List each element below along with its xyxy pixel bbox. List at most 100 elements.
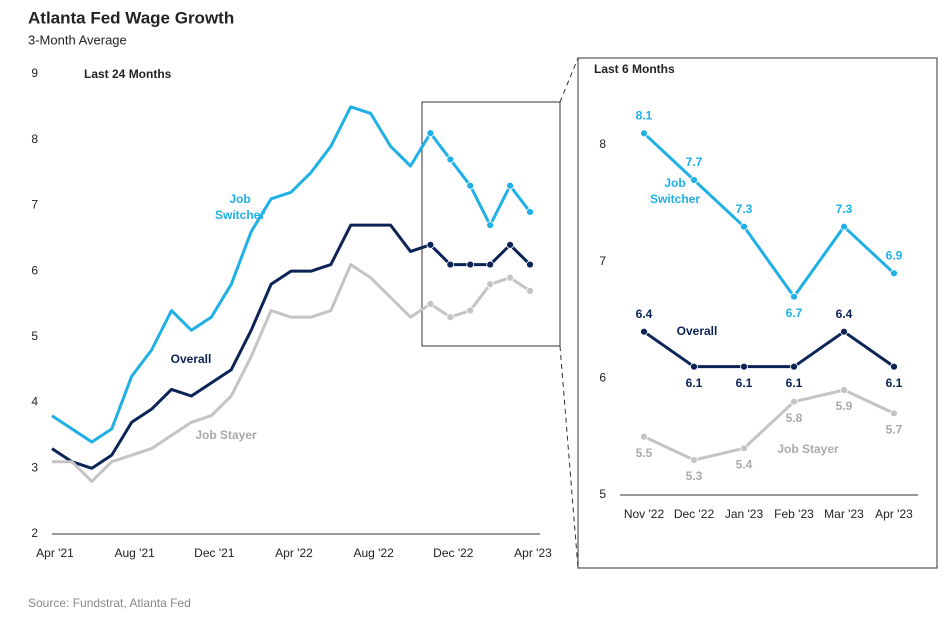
data-label: 6.9 [886,249,903,263]
subtitle: 3-Month Average [28,32,127,47]
x-tick-label: Aug '21 [115,546,156,560]
point [466,181,475,190]
data-label: 6.1 [786,376,803,390]
point [640,432,648,441]
point [506,181,514,190]
data-label: 5.7 [886,423,903,437]
y-tick-label: 7 [599,254,606,268]
data-label: 7.7 [686,155,703,169]
point [486,221,495,230]
point [840,327,848,336]
point [486,280,495,289]
y-tick-label: 4 [31,395,38,409]
point [446,313,455,322]
source: Source: Fundstrat, Atlanta Fed [28,596,191,610]
data-label: 6.4 [636,307,653,321]
x-tick-label: Jan '23 [725,507,764,521]
series-label: Job Stayer [195,428,257,442]
point [740,362,748,371]
data-label: 6.1 [686,376,703,390]
data-label: 6.1 [886,376,903,390]
series-label: Overall [170,352,212,366]
y-tick-label: 6 [599,371,606,385]
x-tick-label: Apr '23 [875,507,913,521]
point [740,222,748,231]
x-tick-label: Apr '22 [275,546,313,560]
point [790,362,798,371]
series-line [642,132,896,299]
y-tick-label: 2 [31,526,38,540]
series-line [643,330,895,369]
data-label: 8.1 [636,109,653,123]
point [526,260,534,269]
point [526,286,534,295]
point [890,269,898,278]
x-tick-label: Dec '22 [433,546,474,560]
point [790,292,798,301]
series-line [51,223,532,470]
y-tick-label: 7 [31,198,38,212]
connector [559,345,579,569]
point [840,386,848,394]
point [790,397,798,406]
point [466,306,475,315]
y-tick-label: 5 [599,487,606,501]
data-label: 5.9 [836,399,853,413]
point [466,260,475,269]
point [690,362,698,371]
point [840,222,848,231]
data-label: 7.3 [836,202,853,216]
point [426,129,435,138]
zoom-box [421,101,561,347]
connector [559,57,579,103]
x-tick-label: Dec '22 [674,507,715,521]
point [740,444,748,453]
point [506,240,514,249]
x-tick-label: Apr '21 [36,546,74,560]
data-label: 7.3 [736,202,753,216]
point [690,176,698,184]
panel-frame [577,57,938,569]
y-tick-label: 6 [31,263,38,277]
point [446,155,455,164]
annotation: Last 6 Months [594,62,675,76]
data-label: 5.8 [786,411,803,425]
y-tick-label: 8 [599,137,606,151]
x-tick-label: Dec '21 [194,546,235,560]
point [640,129,648,138]
series-label: Job Switcher [214,192,265,222]
series-label: Overall [676,324,718,338]
y-tick-label: 5 [31,329,38,343]
x-tick-label: Nov '22 [624,507,665,521]
y-tick-label: 8 [31,132,38,146]
series-label: Job Stayer [777,442,839,456]
point [690,456,698,464]
series-label: Job Switcher [649,176,700,206]
x-tick-label: Aug '22 [354,546,395,560]
x-tick-label: Mar '23 [824,507,864,521]
x-tick-label: Apr '23 [514,546,552,560]
data-label: 5.4 [736,458,753,472]
point [640,327,648,336]
y-tick-label: 3 [31,460,38,474]
data-label: 5.5 [636,446,653,460]
series-line [51,105,532,444]
point [426,300,435,308]
annotation: Last 24 Months [84,67,172,81]
title: Atlanta Fed Wage Growth [28,8,234,27]
point [890,409,898,418]
data-label: 6.7 [786,306,803,320]
y-tick-label: 9 [31,66,38,80]
x-tick-label: Feb '23 [774,507,814,521]
series-line [643,388,895,462]
point [526,208,534,216]
point [506,273,514,282]
point [446,260,455,269]
series-line [52,263,531,483]
point [426,240,435,249]
point [890,362,898,371]
point [486,260,495,269]
data-label: 6.4 [836,307,853,321]
